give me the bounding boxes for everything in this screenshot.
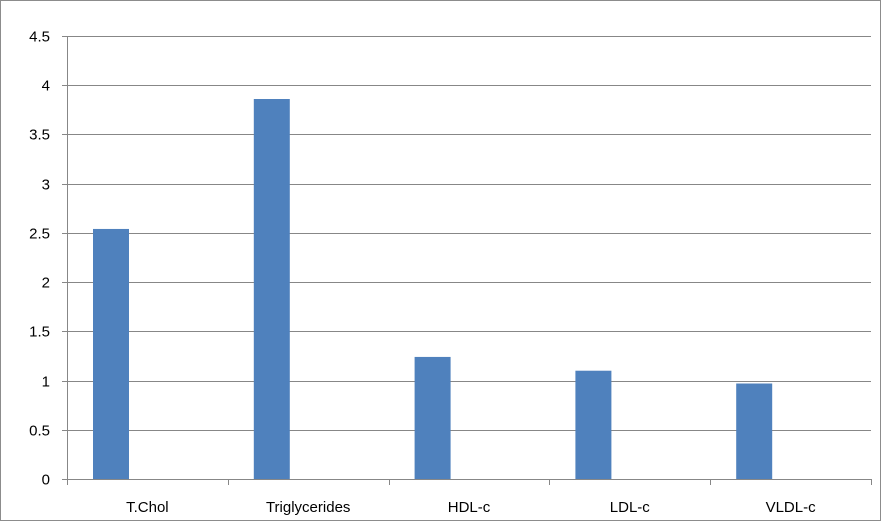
x-tick-label: VLDL-c <box>766 499 817 516</box>
bar-vldl-c <box>736 383 773 479</box>
y-tick-label: 3 <box>42 177 50 194</box>
bar-t-chol <box>93 228 129 479</box>
x-tick-labels: T.Chol Triglycerides HDL-c LDL-c VLDL-c <box>126 499 816 516</box>
y-tick-label: 0 <box>42 472 50 489</box>
x-tick-label: T.Chol <box>126 499 169 516</box>
y-tick-label: 0.5 <box>29 423 50 440</box>
x-tick-label: LDL-c <box>610 499 651 516</box>
y-tick-label: 1 <box>42 374 50 391</box>
bar-triglycerides <box>253 99 290 479</box>
y-tick-label: 3.5 <box>29 127 50 144</box>
bar-ldl-c <box>575 370 612 479</box>
y-tick-label: 4 <box>42 78 50 95</box>
bars <box>93 99 773 479</box>
y-tick-labels: 0 0.5 1 1.5 2 2.5 3 3.5 4 4.5 <box>29 29 50 489</box>
bar-hdl-c <box>414 356 451 479</box>
axes <box>62 36 872 485</box>
y-tick-label: 2.5 <box>29 226 50 243</box>
x-tick-label: Triglycerides <box>266 499 350 516</box>
y-tick-label: 2 <box>42 275 50 292</box>
gridlines <box>67 36 871 431</box>
y-tick-label: 4.5 <box>29 29 50 46</box>
y-tick-label: 1.5 <box>29 324 50 341</box>
x-tick-label: HDL-c <box>448 499 491 516</box>
